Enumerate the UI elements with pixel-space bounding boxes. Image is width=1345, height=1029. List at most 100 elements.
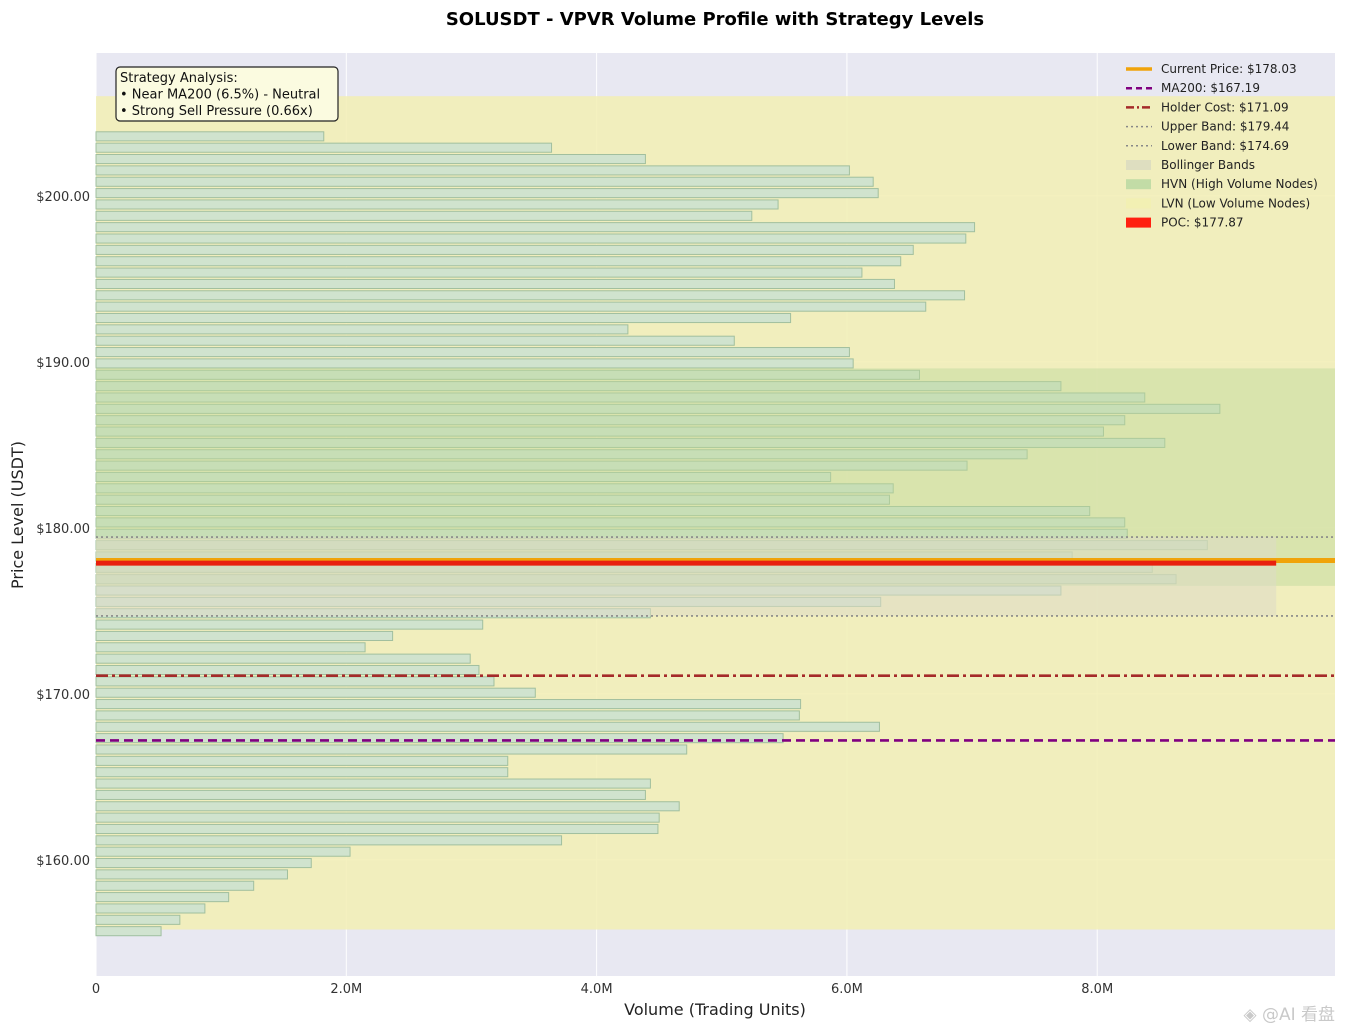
x-tick-label: 2.0M (330, 982, 362, 997)
volume-bar (95, 142, 553, 153)
volume-bar (95, 233, 967, 244)
volume-bar (95, 721, 880, 732)
legend-label: POC: $177.87 (1161, 216, 1244, 230)
legend-label: Holder Cost: $171.09 (1161, 100, 1289, 114)
volume-bar (95, 676, 495, 687)
volume-bar (95, 494, 890, 505)
volume-bar (95, 744, 688, 755)
volume-bar (95, 290, 966, 301)
volume-bar (95, 131, 325, 142)
volume-bar (95, 914, 181, 925)
volume-bar (95, 880, 255, 891)
volume-bar (95, 926, 162, 937)
volume-bar (95, 653, 471, 664)
legend-label: Upper Band: $179.44 (1161, 120, 1289, 134)
volume-bar (95, 437, 1166, 448)
volume-bar (95, 471, 832, 483)
volume-bar (95, 426, 1104, 437)
legend-swatch (1126, 217, 1151, 228)
volume-bar (95, 392, 1146, 403)
volume-bar (95, 301, 927, 312)
x-axis-label: Volume (Trading Units) (624, 1000, 806, 1019)
volume-bar (95, 176, 874, 187)
volume-bar (95, 199, 779, 210)
volume-bar (95, 256, 902, 267)
legend-label: HVN (High Volume Nodes) (1161, 177, 1318, 191)
volume-bar (95, 687, 536, 698)
plot-area (95, 53, 1335, 976)
y-tick-label: $170.00 (36, 688, 90, 703)
volume-bar (95, 664, 480, 676)
legend-label: Lower Band: $174.69 (1161, 139, 1289, 153)
x-tick-label: 6.0M (831, 982, 863, 997)
strategy-annotation: Strategy Analysis: • Near MA200 (6.5%) - … (115, 66, 339, 122)
volume-bar (95, 347, 850, 358)
legend-label: LVN (Low Volume Nodes) (1161, 196, 1310, 210)
volume-bar (95, 154, 646, 165)
volume-bar (95, 789, 646, 800)
volume-bar (95, 823, 659, 835)
annotation-line: • Strong Sell Pressure (0.66x) (120, 104, 313, 119)
legend-swatch (1126, 198, 1151, 209)
volume-bar (95, 506, 1091, 517)
volume-bar (95, 369, 920, 380)
y-tick-label: $200.00 (36, 190, 90, 205)
volume-bar (95, 335, 735, 346)
volume-bar (95, 892, 230, 903)
volume-bar (95, 755, 509, 766)
y-axis-label: Price Level (USDT) (8, 441, 27, 589)
volume-bar (95, 733, 784, 744)
volume-bar (95, 460, 968, 471)
volume-bar (95, 858, 312, 869)
x-tick-label: 0 (92, 982, 100, 997)
volume-bar (95, 324, 629, 335)
legend-label: Current Price: $178.03 (1161, 62, 1297, 76)
volume-bar (95, 642, 366, 653)
axes: 0 2.0M 4.0M 6.0M 8.0M $160.00 $170.00 $180.00 $1… (36, 190, 1113, 997)
annotation-line: Strategy Analysis: (120, 71, 238, 86)
legend-label: MA200: $167.19 (1161, 81, 1260, 95)
volume-bar (95, 278, 895, 289)
annotation-line: • Near MA200 (6.5%) - Neutral (120, 88, 320, 103)
volume-bar (95, 710, 800, 721)
x-tick-label: 8.0M (1081, 982, 1113, 997)
volume-bar (95, 210, 753, 221)
volume-bar (95, 801, 680, 812)
y-tick-label: $160.00 (36, 854, 90, 869)
volume-bar (95, 165, 850, 176)
volume-bar (95, 517, 1126, 528)
volume-bar (95, 619, 484, 630)
volume-bar (95, 188, 879, 199)
watermark: ◈ @AI 看盘 (1243, 1005, 1335, 1025)
volume-bar (95, 244, 914, 255)
volume-bar (95, 778, 651, 789)
volume-bar (95, 483, 894, 494)
poc-bar (96, 560, 1277, 566)
legend-swatch (1126, 179, 1151, 190)
volume-bar (95, 835, 563, 846)
volume-bar (95, 630, 394, 641)
volume-bar (95, 222, 976, 233)
legend-label: Bollinger Bands (1161, 158, 1255, 172)
annotation-box (115, 66, 339, 122)
legend: Current Price: $178.03 MA200: $167.19 Hold… (1126, 62, 1318, 230)
volume-bar (95, 267, 863, 278)
y-tick-label: $190.00 (36, 356, 90, 371)
y-tick-label: $180.00 (36, 522, 90, 537)
volume-bar (95, 812, 660, 823)
volume-bar (95, 767, 509, 778)
volume-bar (95, 699, 802, 710)
volume-bar (95, 869, 288, 880)
volume-bar (95, 846, 351, 857)
volume-bar (95, 403, 1221, 414)
legend-swatch (1126, 160, 1151, 170)
volume-bar (95, 415, 1126, 426)
volume-bar (95, 358, 854, 369)
chart-title: SOLUSDT - VPVR Volume Profile with Strat… (446, 9, 984, 30)
volume-bar (95, 381, 1062, 392)
bollinger-region (96, 537, 1277, 616)
volume-bar (95, 312, 792, 324)
volume-bar (95, 449, 1028, 460)
volume-bar (95, 903, 206, 914)
